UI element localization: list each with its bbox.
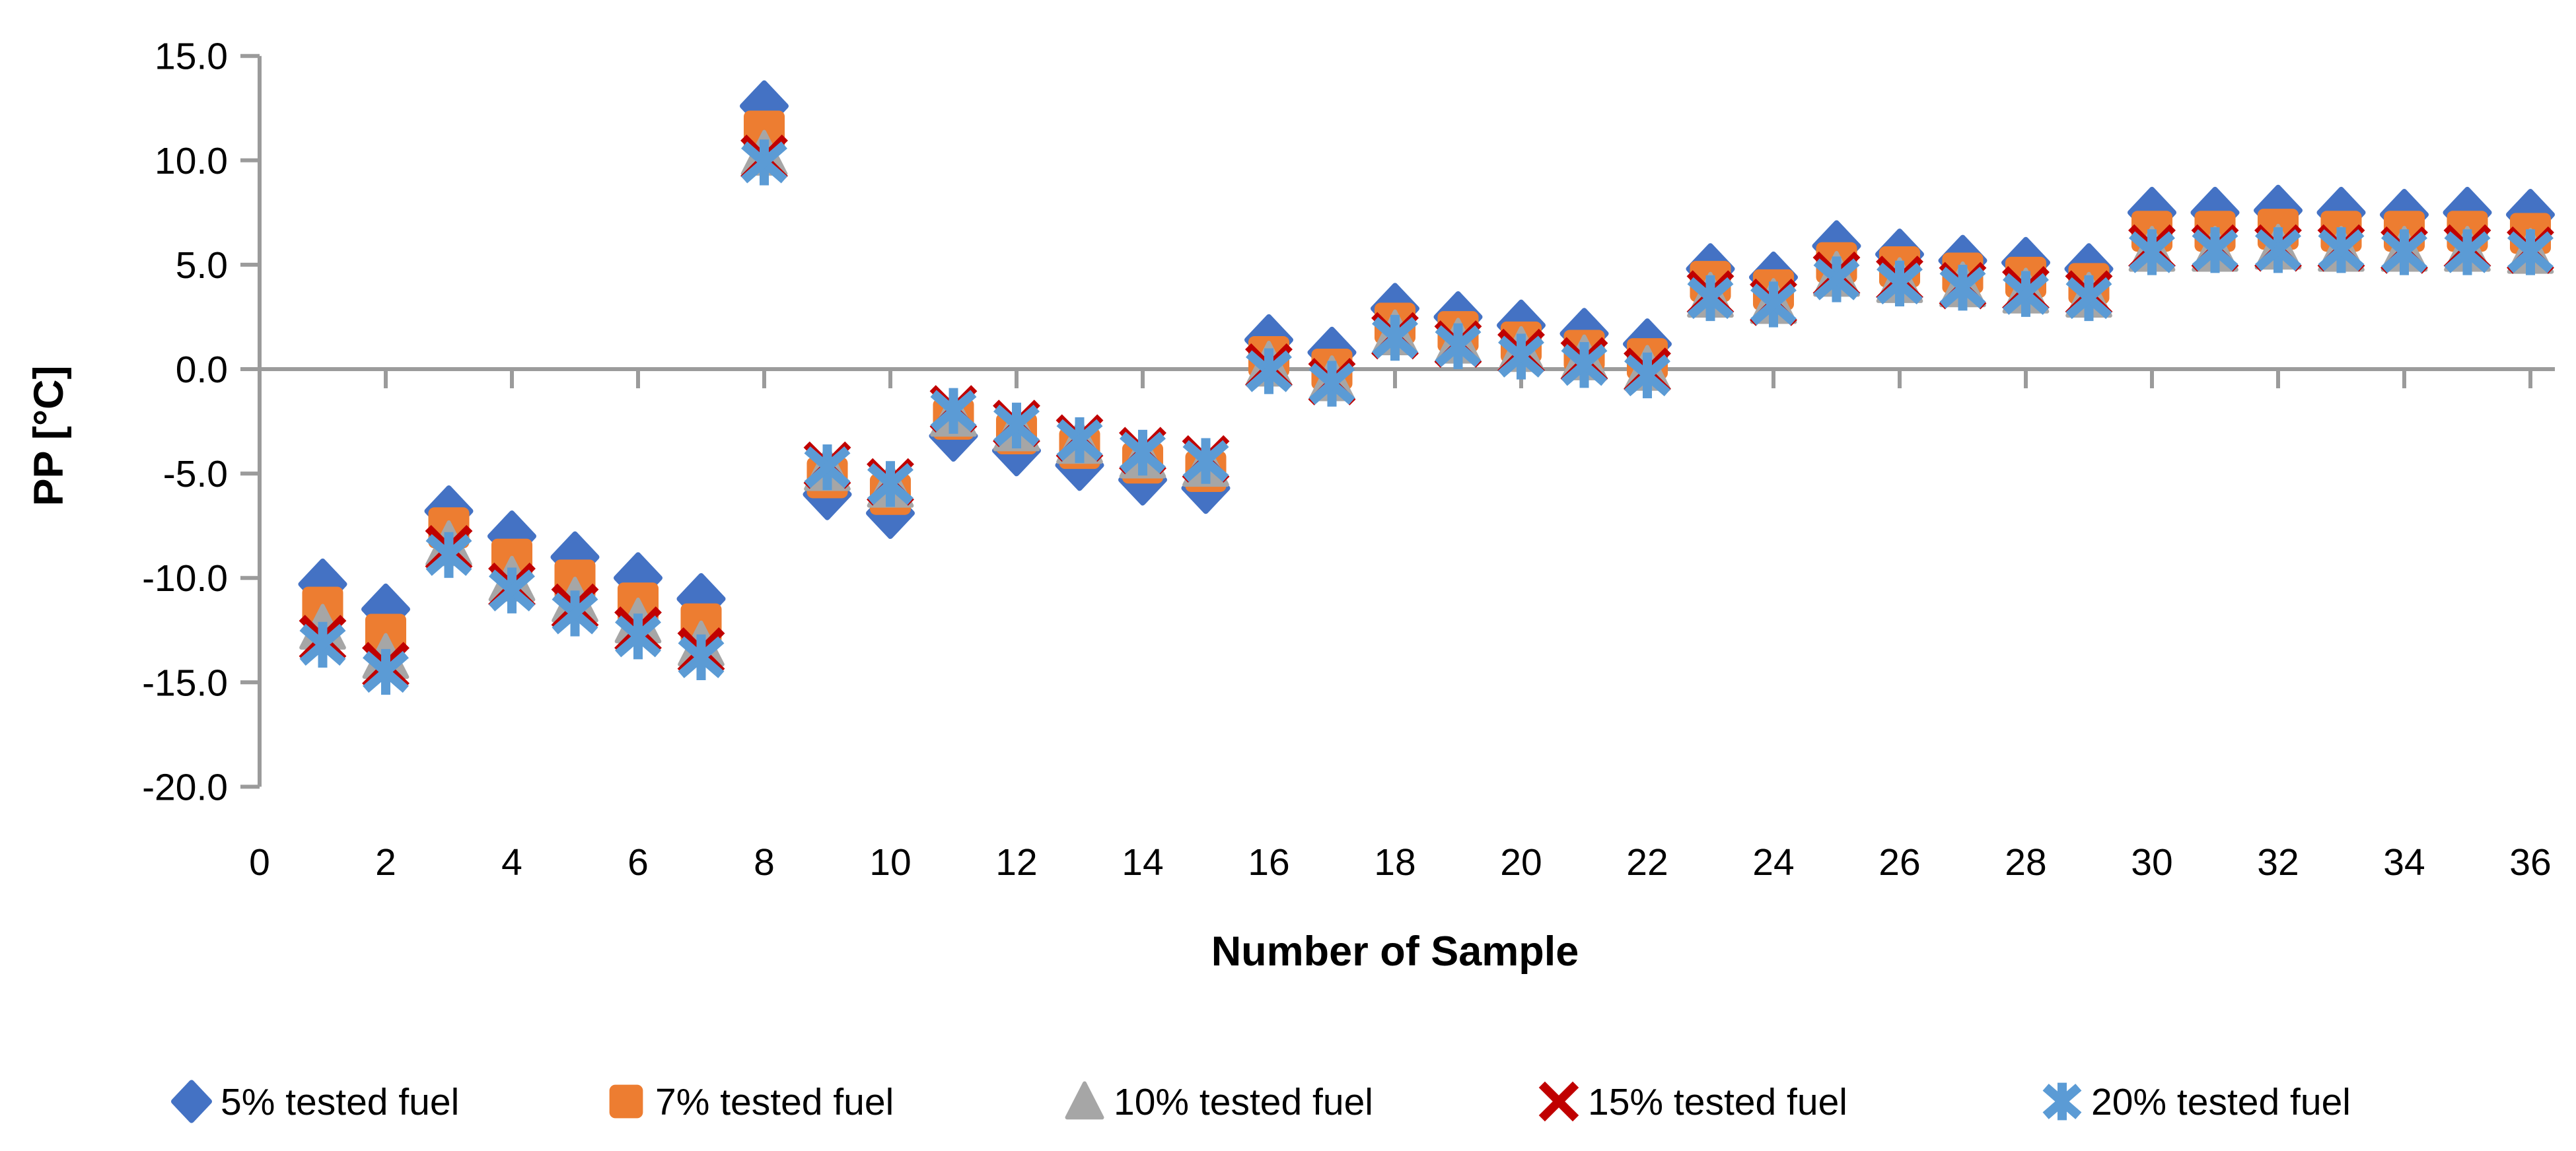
x-tick-label: 16 — [1248, 841, 1289, 884]
x-tick-label: 18 — [1374, 841, 1415, 884]
x-tick-label: 14 — [1122, 841, 1163, 884]
x-tick-label: 24 — [1752, 841, 1794, 884]
data-point-asterisk — [615, 613, 661, 660]
x-tick-label: 6 — [627, 841, 649, 884]
y-tick-label: 15.0 — [155, 36, 228, 78]
x-tick-label: 20 — [1500, 841, 1542, 884]
x-axis-title: Number of Sample — [1211, 928, 1579, 975]
series-20-tested-fuel — [299, 139, 2554, 695]
y-tick-label: 10.0 — [155, 140, 228, 182]
legend-label: 20% tested fuel — [2091, 1081, 2351, 1123]
y-tick-label: 0.0 — [176, 349, 228, 391]
data-point-asterisk — [2255, 227, 2301, 273]
data-point-diamond — [171, 1080, 212, 1123]
y-tick-label: 5.0 — [176, 244, 228, 287]
data-point-asterisk — [2003, 271, 2049, 317]
legend-label: 7% tested fuel — [655, 1081, 894, 1123]
data-point-asterisk — [1939, 265, 1986, 311]
x-tick-label: 0 — [249, 841, 270, 884]
data-point-asterisk — [2192, 227, 2238, 273]
data-point-asterisk — [1687, 275, 1734, 322]
y-tick-label: -15.0 — [142, 662, 228, 704]
legend-item-5-tested-fuel: 5% tested fuel — [171, 1080, 459, 1123]
y-tick-label: -10.0 — [142, 557, 228, 600]
data-point-x — [1538, 1081, 1579, 1122]
x-tick-label: 26 — [1878, 841, 1920, 884]
legend-item-10-tested-fuel: 10% tested fuel — [1065, 1081, 1373, 1123]
y-tick-label: -20.0 — [142, 766, 228, 808]
x-tick-label: 12 — [995, 841, 1037, 884]
x-tick-label: 28 — [2005, 841, 2046, 884]
legend-label: 10% tested fuel — [1114, 1081, 1373, 1123]
data-point-asterisk — [1182, 438, 1229, 484]
data-point-asterisk — [1877, 260, 1923, 307]
x-tick-label: 4 — [501, 841, 522, 884]
x-tick-label: 30 — [2131, 841, 2172, 884]
legend-item-20-tested-fuel: 20% tested fuel — [2042, 1081, 2351, 1123]
data-point-asterisk — [2129, 229, 2175, 275]
data-point-asterisk — [2318, 227, 2365, 273]
x-tick-label: 34 — [2383, 841, 2425, 884]
data-point-asterisk — [299, 621, 346, 668]
data-point-asterisk — [1750, 281, 1797, 328]
data-point-asterisk — [1561, 342, 1608, 388]
data-point-asterisk — [552, 590, 598, 637]
x-tick-label: 8 — [754, 841, 775, 884]
axes-layer: 15.010.05.00.0-5.0-10.0-15.0-20.00 2 4 6 8 10… — [142, 36, 2555, 884]
data-point-asterisk — [804, 444, 851, 491]
data-point-asterisk — [1624, 352, 1670, 399]
data-point-asterisk — [489, 567, 535, 613]
data-point-asterisk — [1813, 256, 1860, 302]
x-tick-label: 2 — [375, 841, 396, 884]
data-point-asterisk — [1498, 333, 1544, 380]
x-tick-label: 32 — [2257, 841, 2299, 884]
data-point-asterisk — [425, 532, 472, 578]
legend-label: 5% tested fuel — [221, 1081, 459, 1123]
x-tick-label: 22 — [1626, 841, 1668, 884]
series-5-tested-fuel — [298, 80, 2555, 635]
data-point-asterisk — [678, 634, 725, 681]
data-point-asterisk — [1435, 323, 1482, 369]
data-point-asterisk — [2507, 229, 2554, 275]
legend-item-7-tested-fuel: 7% tested fuel — [609, 1081, 894, 1123]
y-tick-label: -5.0 — [163, 453, 228, 495]
data-points-layer — [298, 80, 2555, 695]
legend-label: 15% tested fuel — [1588, 1081, 1847, 1123]
data-point-asterisk — [1308, 361, 1355, 407]
data-point-asterisk — [993, 402, 1040, 449]
data-point-asterisk — [930, 388, 977, 434]
data-point-asterisk — [1120, 429, 1166, 476]
data-point-asterisk — [1372, 314, 1418, 361]
data-point-square — [609, 1084, 643, 1119]
data-point-triangle — [1065, 1081, 1104, 1120]
data-point-asterisk — [2065, 275, 2112, 322]
data-point-asterisk — [741, 139, 787, 186]
data-point-asterisk — [2042, 1082, 2082, 1121]
legend-item-15-tested-fuel: 15% tested fuel — [1538, 1081, 1847, 1123]
x-tick-label: 10 — [869, 841, 911, 884]
data-point-asterisk — [2444, 229, 2491, 275]
data-point-asterisk — [363, 648, 409, 695]
y-axis-title: PP [°C] — [26, 365, 72, 506]
data-point-asterisk — [2381, 229, 2427, 275]
legend: 5% tested fuel 7% tested fuel 10% tested f… — [171, 1080, 2351, 1123]
data-point-asterisk — [867, 461, 913, 507]
data-point-asterisk — [1246, 348, 1292, 394]
x-tick-label: 36 — [2509, 841, 2551, 884]
data-point-asterisk — [1056, 417, 1103, 464]
